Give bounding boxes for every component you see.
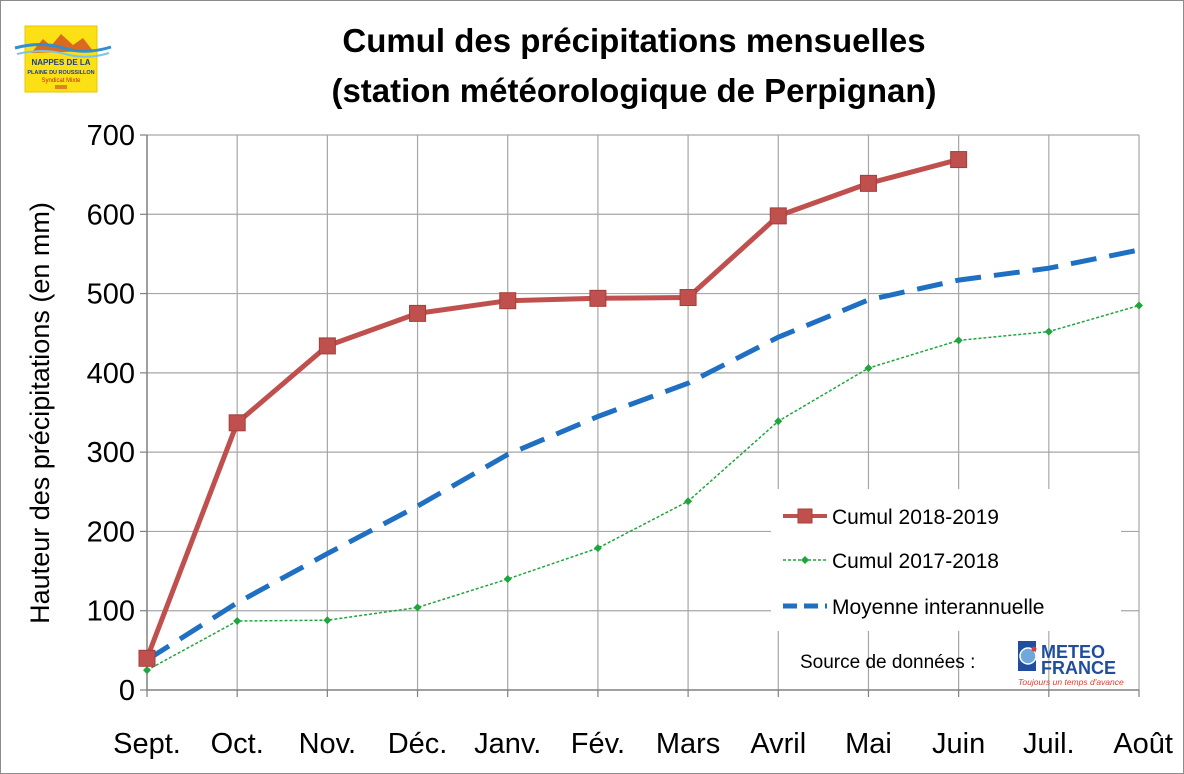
point-2018-2019-9 bbox=[950, 151, 968, 169]
point-2017-2018-9 bbox=[954, 336, 963, 345]
y-tick-label-600: 600 bbox=[87, 199, 135, 231]
series-1 bbox=[143, 301, 1143, 675]
meteo-france-dot-icon bbox=[1031, 646, 1037, 652]
chart-title-line-2: (station météorologique de Perpignan) bbox=[331, 72, 936, 109]
point-2018-2019-8 bbox=[859, 174, 877, 192]
series-line-2017-2018 bbox=[146, 304, 1140, 671]
y-tick-label-700: 700 bbox=[87, 120, 135, 152]
legend-label-2018-2019: Cumul 2018-2019 bbox=[832, 506, 999, 529]
point-2018-2019-3 bbox=[409, 304, 427, 322]
chart-title-line-1: Cumul des précipitations mensuelles bbox=[342, 22, 925, 59]
point-2017-2018-11 bbox=[1135, 301, 1143, 310]
meteo-france-tagline: Toujours un temps d'avance bbox=[1018, 677, 1124, 687]
x-tick-label-2: Nov. bbox=[299, 728, 356, 760]
point-2017-2018-5 bbox=[593, 544, 602, 553]
legend-box bbox=[771, 489, 1121, 631]
point-2018-2019-4 bbox=[499, 292, 517, 310]
y-tick-label-0: 0 bbox=[119, 675, 135, 707]
x-tick-label-4: Janv. bbox=[474, 728, 541, 760]
x-tick-label-9: Juin bbox=[932, 728, 985, 760]
legend-entry-cumul-2017-2018: Cumul 2017-2018 bbox=[783, 550, 999, 573]
y-tick-label-300: 300 bbox=[87, 437, 135, 469]
y-tick-labels: 0 100 200 300 400 500 600 700 bbox=[87, 120, 135, 707]
series-line-moyenne bbox=[145, 247, 1140, 663]
mountain-icon bbox=[31, 34, 93, 53]
point-2017-2018-1 bbox=[233, 617, 242, 626]
meteo-france-logo: METEO FRANCE Toujours un temps d'avance bbox=[1018, 641, 1124, 687]
point-2017-2018-3 bbox=[413, 603, 422, 612]
syndicat-logo: NAPPES DE LA PLAINE DU ROUSSILLON Syndic… bbox=[14, 25, 112, 93]
wave-icon bbox=[14, 43, 112, 53]
legend-entry-cumul-2018-2019: Cumul 2018-2019 bbox=[783, 506, 999, 529]
point-2017-2018-10 bbox=[1044, 327, 1053, 336]
axes bbox=[140, 134, 1140, 697]
point-2018-2019-2 bbox=[318, 337, 336, 355]
x-tick-label-10: Juil. bbox=[1023, 728, 1075, 760]
point-2017-2018-7 bbox=[774, 417, 783, 426]
series-2 bbox=[145, 247, 1140, 663]
meteo-france-globe-icon bbox=[1019, 647, 1037, 665]
x-tick-label-3: Déc. bbox=[388, 728, 448, 760]
syndicat-logo-line-2: PLAINE DU ROUSSILLON bbox=[27, 70, 94, 76]
x-tick-label-8: Mai bbox=[845, 728, 892, 760]
legend-label-2017-2018: Cumul 2017-2018 bbox=[832, 550, 999, 573]
x-tick-label-6: Mars bbox=[656, 728, 720, 760]
point-2017-2018-4 bbox=[503, 575, 512, 583]
wave-icon-2 bbox=[16, 50, 110, 58]
meteo-france-word-1: METEO bbox=[1041, 642, 1105, 662]
point-2017-2018-6 bbox=[684, 497, 693, 506]
y-tick-label-500: 500 bbox=[87, 279, 135, 311]
x-tick-label-5: Fév. bbox=[571, 728, 625, 760]
series-line-2018-2019 bbox=[144, 157, 960, 660]
legend-marker-2017-2018 bbox=[801, 556, 809, 564]
series-0 bbox=[138, 151, 968, 667]
x-tick-label-0: Sept. bbox=[113, 728, 181, 760]
point-2018-2019-1 bbox=[228, 414, 246, 432]
source-label: Source de données : bbox=[800, 652, 975, 673]
legend-label-moyenne: Moyenne interannuelle bbox=[832, 596, 1044, 619]
x-tick-label-7: Avril bbox=[750, 728, 806, 760]
syndicat-logo-line-1: NAPPES DE LA bbox=[31, 58, 90, 67]
x-tick-label-1: Oct. bbox=[211, 728, 264, 760]
point-2018-2019-6 bbox=[679, 289, 697, 307]
y-tick-label-400: 400 bbox=[87, 358, 135, 390]
point-2017-2018-2 bbox=[323, 616, 332, 625]
meteo-france-word-2: FRANCE bbox=[1041, 658, 1116, 678]
legend-marker-2018-2019 bbox=[797, 508, 813, 524]
syndicat-logo-line-3: Syndicat Mixte bbox=[41, 78, 81, 84]
point-2017-2018-8 bbox=[864, 364, 873, 373]
legend: Cumul 2018-2019 Cumul 2017-2018 Moyenne … bbox=[771, 489, 1121, 631]
catalan-flag-icon bbox=[55, 85, 67, 90]
y-tick-label-200: 200 bbox=[87, 516, 135, 548]
y-axis-label: Hauteur des précipitations (en mm) bbox=[25, 202, 55, 624]
series bbox=[138, 151, 1143, 675]
point-2018-2019-7 bbox=[769, 207, 787, 225]
legend-entry-moyenne: Moyenne interannuelle bbox=[783, 596, 1044, 619]
y-tick-label-100: 100 bbox=[87, 596, 135, 628]
x-tick-label-11: Août bbox=[1113, 728, 1173, 760]
point-2018-2019-0 bbox=[138, 649, 156, 667]
x-tick-labels: Sept. Oct. Nov. Déc. Janv. Fév. Mars Avril Mai Ju… bbox=[113, 728, 1173, 760]
point-2017-2018-0 bbox=[143, 666, 151, 675]
source-attribution: Source de données : METEO FRANCE Toujour… bbox=[800, 641, 1124, 687]
point-2018-2019-5 bbox=[589, 289, 607, 307]
